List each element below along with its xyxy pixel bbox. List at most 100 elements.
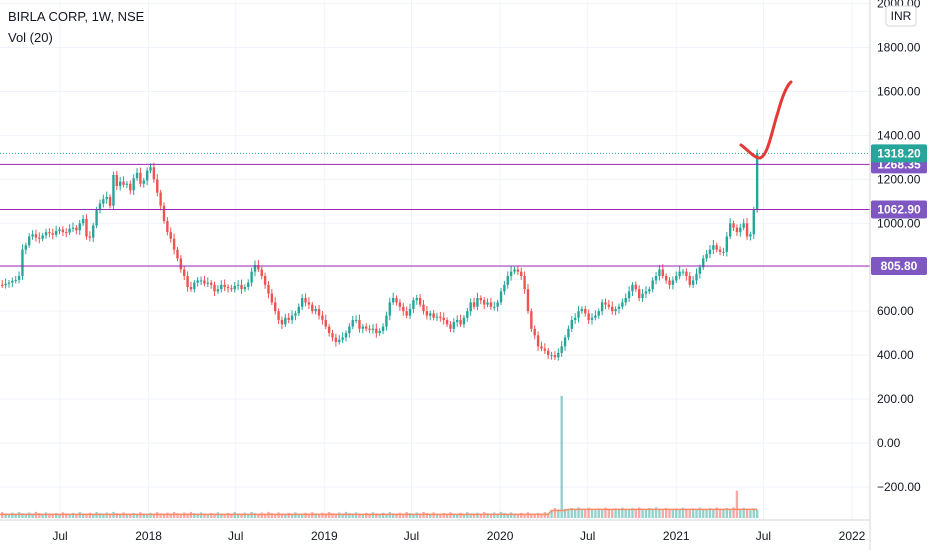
candle-body — [695, 273, 698, 281]
candle-body — [637, 289, 641, 298]
volume-bar — [203, 513, 206, 518]
volume-bar — [671, 510, 675, 518]
volume-bar — [749, 510, 752, 518]
candle-body — [223, 284, 226, 288]
volume-bar — [715, 507, 718, 518]
volume-bar — [391, 513, 395, 518]
candle-body — [371, 328, 375, 330]
volume-bar — [27, 512, 31, 518]
candle-body — [327, 326, 331, 334]
candle-body — [627, 291, 631, 298]
volume-bar — [452, 513, 456, 518]
volume-bar — [223, 514, 226, 518]
volume-bar — [24, 514, 28, 518]
volume-bar — [577, 507, 580, 518]
y-tick-label: 2000.00 — [877, 0, 921, 11]
volume-bar — [300, 514, 304, 518]
volume-bar — [418, 513, 422, 518]
candle-body — [523, 276, 526, 290]
volume-bar — [668, 509, 671, 518]
volume-bar — [277, 512, 280, 518]
candle-body — [499, 291, 503, 303]
volume-bar — [176, 513, 179, 518]
candle-body — [466, 311, 469, 318]
candle-body — [749, 234, 752, 237]
candle-body — [540, 346, 543, 349]
level-price-tag-label: 805.80 — [881, 259, 918, 273]
candle-body — [405, 311, 408, 316]
level-layer — [0, 152, 870, 267]
candle-body — [280, 319, 284, 325]
volume-bar — [456, 514, 459, 518]
volume-bar — [439, 514, 442, 518]
candle-body — [685, 271, 688, 277]
volume-bar — [435, 513, 439, 518]
volume-bar — [604, 507, 607, 518]
y-tick-label: −200.00 — [877, 480, 921, 494]
candle-body — [691, 280, 695, 285]
candle-body — [611, 306, 614, 312]
volume-bar — [590, 509, 594, 518]
volume-bar — [412, 514, 415, 518]
candle-body — [102, 199, 105, 204]
candle-body — [240, 284, 243, 290]
candle-body — [381, 326, 385, 331]
candle-body — [631, 284, 634, 292]
candle-body — [78, 223, 81, 231]
last-price-tag — [871, 144, 927, 163]
candle-body — [169, 232, 172, 239]
candle-body — [560, 346, 563, 353]
volume-bar — [209, 512, 213, 518]
candle-body — [75, 227, 78, 231]
volume-legend[interactable]: Vol (20) — [8, 30, 53, 45]
candle-body — [651, 280, 654, 290]
volume-bar — [621, 507, 624, 518]
volume-bar — [280, 513, 284, 518]
candle-body — [533, 328, 536, 336]
candle-body — [209, 282, 213, 285]
candle-body — [385, 315, 388, 327]
candle-body — [725, 236, 729, 252]
currency-button-label[interactable]: INR — [891, 9, 912, 23]
y-tick-label: 1400.00 — [877, 128, 921, 142]
candle-body — [678, 271, 681, 277]
volume-bar — [230, 513, 233, 518]
volume-bar — [560, 395, 563, 518]
candle-body — [402, 306, 405, 312]
volume-bar — [263, 513, 267, 518]
volume-bar — [688, 510, 691, 518]
volume-bar — [708, 508, 712, 518]
candle-body — [31, 234, 34, 237]
candle-body — [125, 183, 129, 185]
candle-body — [408, 308, 412, 316]
volume-bar — [553, 508, 557, 518]
volume-layer — [0, 395, 759, 518]
last-price-tag-label: 1318.20 — [877, 146, 921, 160]
candle-body — [567, 328, 570, 338]
volume-bar — [617, 509, 621, 518]
volume-bar — [166, 512, 169, 518]
volume-bar — [48, 513, 51, 518]
volume-bar — [270, 513, 274, 518]
candle-body — [607, 304, 611, 307]
volume-bar — [395, 514, 398, 518]
candle-body — [186, 276, 189, 288]
candle-body — [550, 355, 553, 357]
candle-body — [105, 196, 108, 200]
candle-body — [95, 210, 98, 226]
x-tick-label: Jul — [228, 529, 243, 543]
candle-body — [378, 330, 381, 334]
volume-bar — [183, 512, 186, 518]
volume-bar — [654, 507, 658, 518]
candle-body — [331, 333, 334, 338]
candle-body — [435, 316, 439, 318]
candle-body — [142, 180, 145, 184]
currency-button[interactable] — [885, 5, 917, 27]
volume-bar — [449, 512, 452, 518]
volume-bar — [334, 514, 338, 518]
volume-bar — [21, 513, 24, 518]
candle-body — [546, 350, 550, 356]
volume-bar — [129, 514, 132, 518]
candle-body — [415, 297, 418, 301]
